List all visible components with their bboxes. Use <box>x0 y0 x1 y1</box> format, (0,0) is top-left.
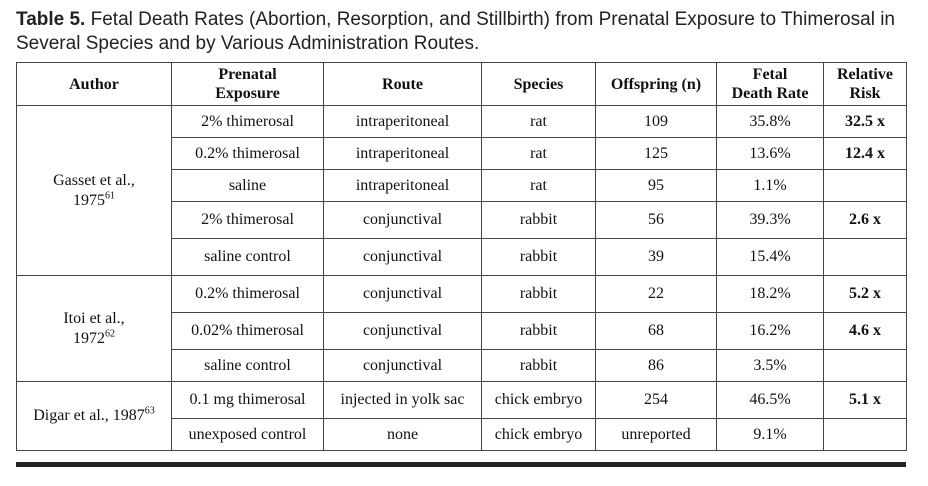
header-route: Route <box>323 62 482 106</box>
route-cell: intraperitoneal <box>323 137 482 170</box>
header-exposure-line1: Prenatal <box>218 66 277 83</box>
exposure-cell: 0.1 mg thimerosal <box>171 381 324 419</box>
relative-risk-cell: 32.5 x <box>823 105 907 138</box>
author-year: 1972 <box>73 329 105 347</box>
header-risk-line1: Relative <box>837 66 893 83</box>
header-relative-risk: Relative Risk <box>823 62 907 106</box>
caption-label: Table 5. <box>16 9 86 30</box>
offspring-cell: 56 <box>595 201 717 239</box>
death-rate-cell: 18.2% <box>716 275 824 313</box>
header-species: Species <box>481 62 596 106</box>
offspring-cell: 68 <box>595 312 717 350</box>
species-cell: rabbit <box>481 312 596 350</box>
offspring-cell: 95 <box>595 169 717 202</box>
relative-risk-cell <box>823 418 907 451</box>
exposure-cell: 0.2% thimerosal <box>171 275 324 313</box>
route-cell: conjunctival <box>323 275 482 313</box>
header-risk-line2: Risk <box>849 85 881 102</box>
relative-risk-cell: 12.4 x <box>823 137 907 170</box>
species-cell: rat <box>481 169 596 202</box>
exposure-cell: 2% thimerosal <box>171 105 324 138</box>
death-rate-cell: 39.3% <box>716 201 824 239</box>
death-rate-cell: 13.6% <box>716 137 824 170</box>
route-cell: conjunctival <box>323 349 482 382</box>
offspring-cell: 254 <box>595 381 717 419</box>
death-rate-cell: 35.8% <box>716 105 824 138</box>
route-cell: intraperitoneal <box>323 105 482 138</box>
reference-number: 62 <box>105 328 115 340</box>
route-cell: none <box>323 418 482 451</box>
header-author: Author <box>16 62 172 106</box>
relative-risk-cell <box>823 349 907 382</box>
death-rate-cell: 1.1% <box>716 169 824 202</box>
relative-risk-cell: 5.2 x <box>823 275 907 313</box>
relative-risk-cell <box>823 169 907 202</box>
table-row: 0.02% thimerosal conjunctival rabbit 68 … <box>17 312 907 350</box>
species-cell: chick embryo <box>481 381 596 419</box>
author-name: Gasset et al., <box>53 171 135 189</box>
species-cell: chick embryo <box>481 418 596 451</box>
offspring-cell: 39 <box>595 238 717 276</box>
offspring-cell: 125 <box>595 137 717 170</box>
route-cell: conjunctival <box>323 201 482 239</box>
exposure-cell: 0.2% thimerosal <box>171 137 324 170</box>
header-exposure: Prenatal Exposure <box>171 62 324 106</box>
exposure-cell: saline control <box>171 349 324 382</box>
table-caption: Table 5. Fetal Death Rates (Abortion, Re… <box>16 8 916 56</box>
death-rate-cell: 16.2% <box>716 312 824 350</box>
species-cell: rat <box>481 105 596 138</box>
header-death-rate: Fetal Death Rate <box>716 62 824 106</box>
author-name: Itoi et al., <box>63 309 125 327</box>
header-exposure-line2: Exposure <box>215 85 280 102</box>
species-cell: rabbit <box>481 275 596 313</box>
bottom-rule <box>16 462 906 467</box>
reference-number: 63 <box>144 405 155 417</box>
fetal-death-rates-table: Author Prenatal Exposure Route Species O… <box>16 62 907 451</box>
exposure-cell: saline control <box>171 238 324 276</box>
author-name: Digar et al., 1987 <box>33 407 145 424</box>
relative-risk-cell: 5.1 x <box>823 381 907 419</box>
offspring-cell: 86 <box>595 349 717 382</box>
death-rate-cell: 9.1% <box>716 418 824 451</box>
route-cell: conjunctival <box>323 238 482 276</box>
route-cell: injected in yolk sac <box>323 381 482 419</box>
header-rate-line1: Fetal <box>752 66 788 83</box>
table-row: saline intraperitoneal rat 95 1.1% <box>17 169 907 202</box>
exposure-cell: 0.02% thimerosal <box>171 312 324 350</box>
author-cell-digar: Digar et al., 198763 <box>16 381 172 451</box>
offspring-cell: unreported <box>595 418 717 451</box>
route-cell: intraperitoneal <box>323 169 482 202</box>
death-rate-cell: 15.4% <box>716 238 824 276</box>
author-cell-gasset: Gasset et al., 197561 <box>16 105 172 276</box>
author-year: 1975 <box>73 191 105 209</box>
offspring-cell: 109 <box>595 105 717 138</box>
table-row: 0.2% thimerosal intraperitoneal rat 125 … <box>17 137 907 170</box>
relative-risk-cell: 4.6 x <box>823 312 907 350</box>
table-row: Itoi et al., 197262 0.2% thimerosal conj… <box>16 275 907 382</box>
relative-risk-cell: 2.6 x <box>823 201 907 239</box>
header-row: Author Prenatal Exposure Route Species O… <box>16 62 907 106</box>
offspring-cell: 22 <box>595 275 717 313</box>
death-rate-cell: 3.5% <box>716 349 824 382</box>
reference-number: 61 <box>105 190 115 202</box>
caption-text: Fetal Death Rates (Abortion, Resorption,… <box>16 9 895 54</box>
exposure-cell: saline <box>171 169 324 202</box>
species-cell: rabbit <box>481 201 596 239</box>
author-cell-itoi: Itoi et al., 197262 <box>16 275 172 382</box>
relative-risk-cell <box>823 238 907 276</box>
header-rate-line2: Death Rate <box>731 85 809 102</box>
table-row: unexposed control none chick embryo unre… <box>17 418 907 451</box>
species-cell: rabbit <box>481 238 596 276</box>
route-cell: conjunctival <box>323 312 482 350</box>
death-rate-cell: 46.5% <box>716 381 824 419</box>
species-cell: rat <box>481 137 596 170</box>
table-row: Digar et al., 198763 0.1 mg thimerosal i… <box>16 381 907 451</box>
exposure-cell: 2% thimerosal <box>171 201 324 239</box>
table-row: Gasset et al., 197561 2% thimerosal intr… <box>16 105 907 276</box>
table-row: 2% thimerosal conjunctival rabbit 56 39.… <box>17 201 907 239</box>
species-cell: rabbit <box>481 349 596 382</box>
header-offspring: Offspring (n) <box>595 62 717 106</box>
exposure-cell: unexposed control <box>171 418 324 451</box>
